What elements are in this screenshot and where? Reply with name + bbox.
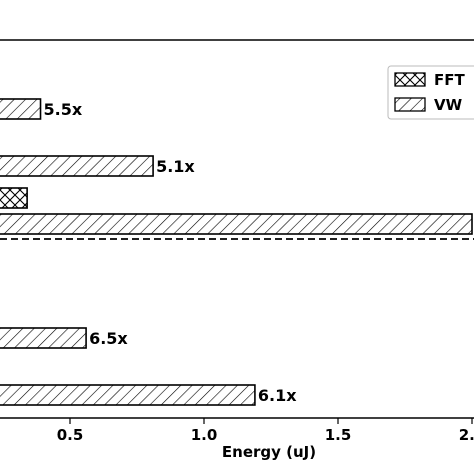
bar-data-label-6: 6.1x [258,386,297,405]
x-tick-label-3: 2.0 [459,426,474,444]
bar-vw-0 [0,98,42,120]
legend-fft-swatch [394,72,426,87]
bar-vw-3 [0,213,473,235]
legend-vw-swatch [394,97,426,112]
bar-vw-5 [0,327,87,349]
bar-vw-6 [0,384,256,406]
x-ticks-group: 0.5 1.0 1.5 2.0 [57,418,474,444]
x-axis-label: Energy (uJ) [222,443,316,461]
legend-fft-label: FFT [434,71,465,89]
bars-group: 5.5x5.1x5.7x6.5x6.1x [0,98,473,406]
x-tick-label-1: 1.0 [191,426,218,444]
bar-data-label-5: 6.5x [89,329,128,348]
legend-vw-label: VW [434,96,463,114]
plot-area [0,39,474,419]
bar-fft-2 [0,187,28,209]
x-tick-label-0: 0.5 [57,426,84,444]
bar-data-label-0: 5.5x [44,100,83,119]
x-tick-label-2: 1.5 [325,426,352,444]
bar-data-label-1: 5.1x [156,157,195,176]
legend: FFT VW [387,65,474,120]
bar-vw-1 [0,155,154,177]
